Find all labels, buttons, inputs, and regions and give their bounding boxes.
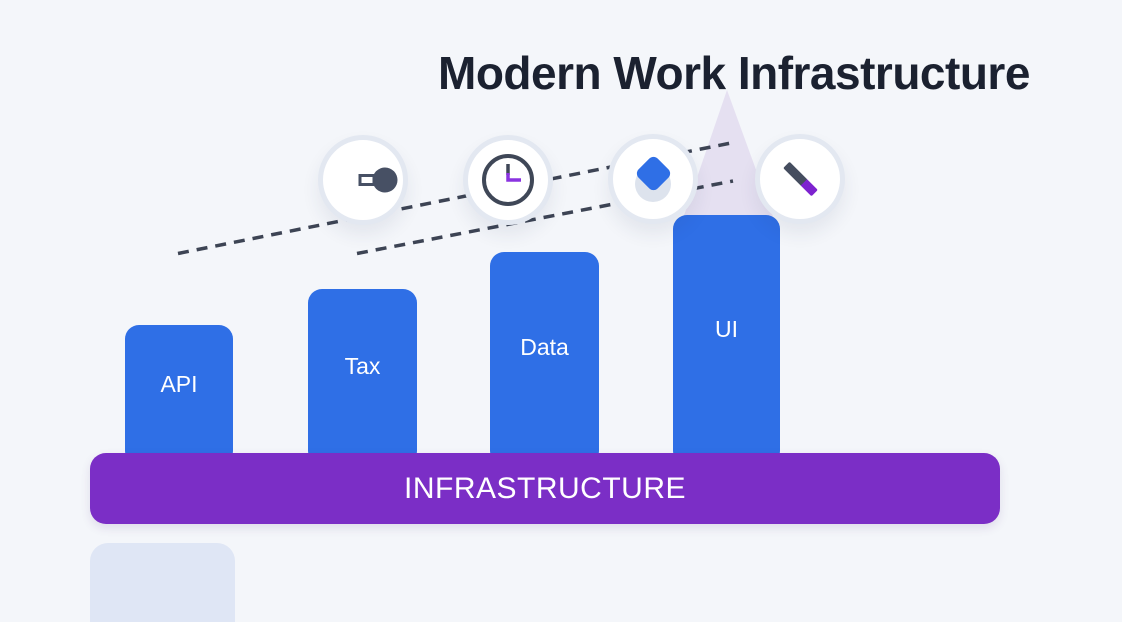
badge-clock bbox=[463, 135, 553, 225]
badge-shield bbox=[608, 134, 698, 224]
bar-api-label: API bbox=[160, 370, 198, 397]
connection-icon bbox=[358, 167, 398, 193]
pen-icon bbox=[782, 161, 818, 197]
shield-icon bbox=[631, 154, 675, 202]
clock-icon bbox=[482, 154, 534, 206]
bar-ui: UI bbox=[673, 215, 780, 465]
badge-pen bbox=[755, 134, 845, 224]
bar-data-label: Data bbox=[520, 334, 569, 360]
infrastructure-banner: INFRASTRUCTURE bbox=[90, 453, 1000, 524]
infrastructure-banner-label: INFRASTRUCTURE bbox=[404, 471, 686, 505]
bar-data: Data bbox=[490, 252, 599, 465]
badge-connection bbox=[318, 135, 408, 225]
page-title: Modern Work Infrastructure bbox=[438, 47, 1030, 99]
ghost-panel bbox=[90, 543, 235, 622]
bar-api: API bbox=[125, 325, 233, 465]
bar-ui-label: UI bbox=[715, 315, 738, 342]
bar-tax-label: Tax bbox=[344, 352, 381, 379]
bar-tax: Tax bbox=[308, 289, 417, 465]
